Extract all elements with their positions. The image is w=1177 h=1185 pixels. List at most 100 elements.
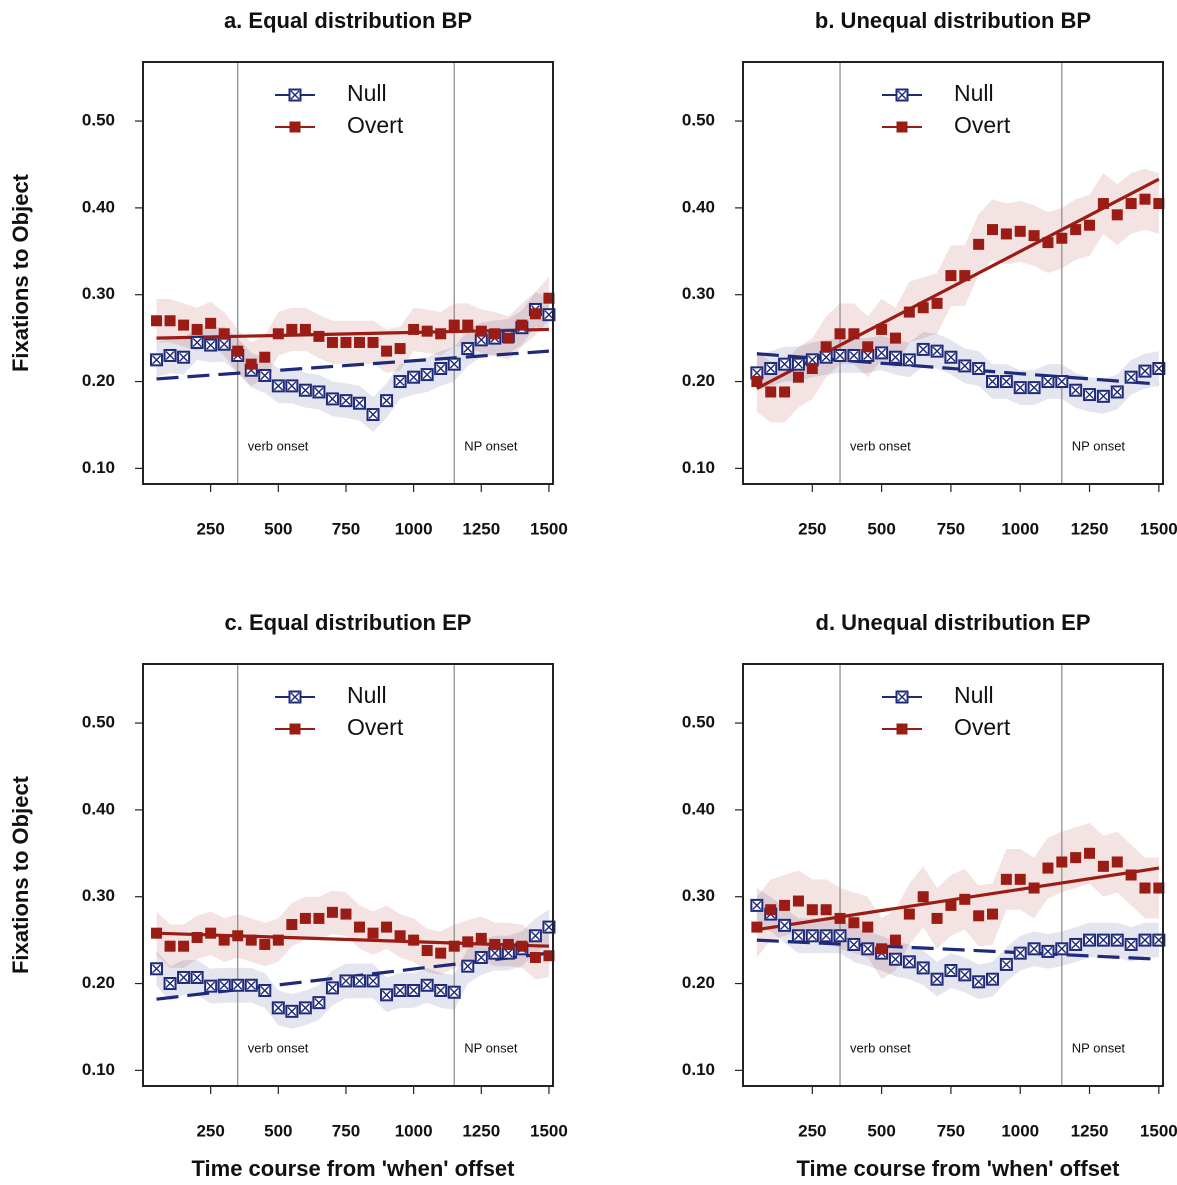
point [394,343,406,355]
point-cross [152,964,162,974]
point [354,921,366,933]
point [407,983,421,997]
point-cross [368,976,378,986]
point [244,978,258,992]
point-cross [752,368,762,378]
point-cross [918,963,928,973]
point-cross [1029,383,1039,393]
point [999,957,1013,971]
y-tick-label: 0.50 [82,111,115,130]
point-cross [314,998,324,1008]
point-cross [1085,935,1095,945]
point [489,328,501,340]
y-tick-label: 0.10 [682,1060,715,1079]
point [1027,942,1041,956]
point [889,332,901,344]
legend-marker [895,690,909,704]
point-cross [1015,948,1025,958]
point [542,920,556,934]
y-tick-label: 0.20 [682,371,715,390]
point [1069,937,1083,951]
point [930,344,944,358]
point [848,917,860,929]
point [1014,873,1026,885]
point [325,981,339,995]
point [421,945,433,957]
point-cross [206,981,216,991]
point-cross [368,410,378,420]
point [888,350,902,364]
panel-title: c. Equal distribution EP [225,610,472,635]
point [353,396,367,410]
x-tick-label: 1000 [1001,1121,1039,1140]
point-cross [355,398,364,408]
point [529,951,541,963]
point [461,342,475,356]
point-cross [1098,935,1108,945]
x-tick-label: 500 [264,1121,292,1140]
point [177,350,191,364]
point-cross [780,359,790,369]
point-cross [300,1003,310,1013]
point-cross [1057,377,1067,387]
point [286,323,298,335]
point [1028,230,1040,242]
point [272,328,284,340]
point-cross [287,381,297,391]
point-cross [395,377,405,387]
point [380,988,394,1002]
panel: d. Unequal distribution EP Time course fr… [682,610,1177,1181]
point [1000,228,1012,240]
y-tick-label: 0.20 [682,973,715,992]
point-cross [355,976,364,986]
point-cross [476,952,486,962]
point [931,912,943,924]
point [1125,869,1137,881]
point-cross [1154,364,1164,374]
point [973,238,985,250]
point [178,940,190,952]
point-cross [974,977,984,987]
y-tick-label: 0.30 [82,886,115,905]
point-cross [793,359,803,369]
point [862,341,874,353]
point-cross [807,931,817,941]
point [435,328,447,340]
point-cross [807,355,817,365]
onset-label: NP onset [1072,1040,1126,1055]
point [259,938,271,950]
point [917,302,929,314]
point [434,983,448,997]
point [354,336,366,348]
point-cross [904,957,914,967]
point-cross [246,980,256,990]
point [408,934,420,946]
x-tick-label: 500 [867,1121,895,1140]
point [448,319,460,331]
point [286,918,298,930]
point [204,979,218,993]
point [1056,232,1068,244]
point [205,317,217,329]
onset-label: verb onset [248,438,309,453]
point-cross [1001,377,1011,387]
point [245,358,257,370]
point-cross [946,966,956,976]
onset-label: verb onset [850,1040,911,1055]
point-cross [752,900,762,910]
point [299,912,311,924]
point [258,368,272,382]
onset-label: NP onset [464,1040,518,1055]
point [930,972,944,986]
point [1070,852,1082,864]
point [805,929,819,943]
y-tick-label: 0.50 [682,713,715,732]
point [834,912,846,924]
point [529,308,541,320]
legend-label: Null [954,80,994,106]
y-tick-label: 0.50 [682,111,715,130]
point-cross [766,364,776,374]
x-tick-label: 500 [264,519,292,538]
point-cross [1043,377,1053,387]
point [1124,370,1138,384]
